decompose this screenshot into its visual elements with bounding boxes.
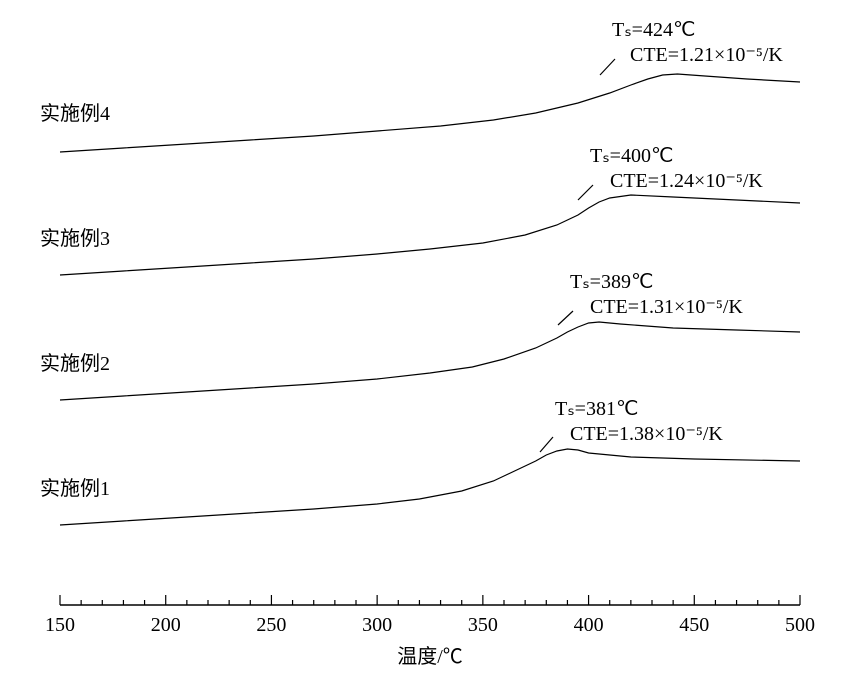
annotation-ts-ex3: Tₛ=400℃ bbox=[590, 145, 673, 167]
annotation-ts-ex1: Tₛ=381℃ bbox=[555, 398, 638, 420]
series-label-ex2: 实施例2 bbox=[40, 352, 110, 375]
x-tick-label: 200 bbox=[151, 614, 181, 636]
x-tick-label: 500 bbox=[785, 614, 815, 636]
tma-chart: 150 200 250 300 350 400 450 500 温度/℃ 实施例1 Tₛ=381℃ C… bbox=[0, 0, 861, 685]
annotation-cte-ex3: CTE=1.24×10⁻⁵/K bbox=[610, 170, 763, 192]
annotation-ts-ex4: Tₛ=424℃ bbox=[612, 19, 695, 41]
x-tick-label: 250 bbox=[256, 614, 286, 636]
x-axis-label: 温度/℃ bbox=[397, 645, 463, 668]
x-tick-label: 450 bbox=[679, 614, 709, 636]
chart-svg: 150 200 250 300 350 400 450 500 温度/℃ 实施例1 Tₛ=381℃ C… bbox=[0, 0, 861, 685]
series-label-ex4: 实施例4 bbox=[40, 102, 110, 125]
series-label-ex3: 实施例3 bbox=[40, 227, 110, 250]
x-tick-label: 150 bbox=[45, 614, 75, 636]
annotation-cte-ex2: CTE=1.31×10⁻⁵/K bbox=[590, 296, 743, 318]
annotation-ts-ex2: Tₛ=389℃ bbox=[570, 271, 653, 293]
series-label-ex1: 实施例1 bbox=[40, 477, 110, 500]
annotation-cte-ex4: CTE=1.21×10⁻⁵/K bbox=[630, 44, 783, 66]
annotation-cte-ex1: CTE=1.38×10⁻⁵/K bbox=[570, 423, 723, 445]
x-tick-label: 400 bbox=[574, 614, 604, 636]
x-tick-label: 350 bbox=[468, 614, 498, 636]
x-tick-label: 300 bbox=[362, 614, 392, 636]
